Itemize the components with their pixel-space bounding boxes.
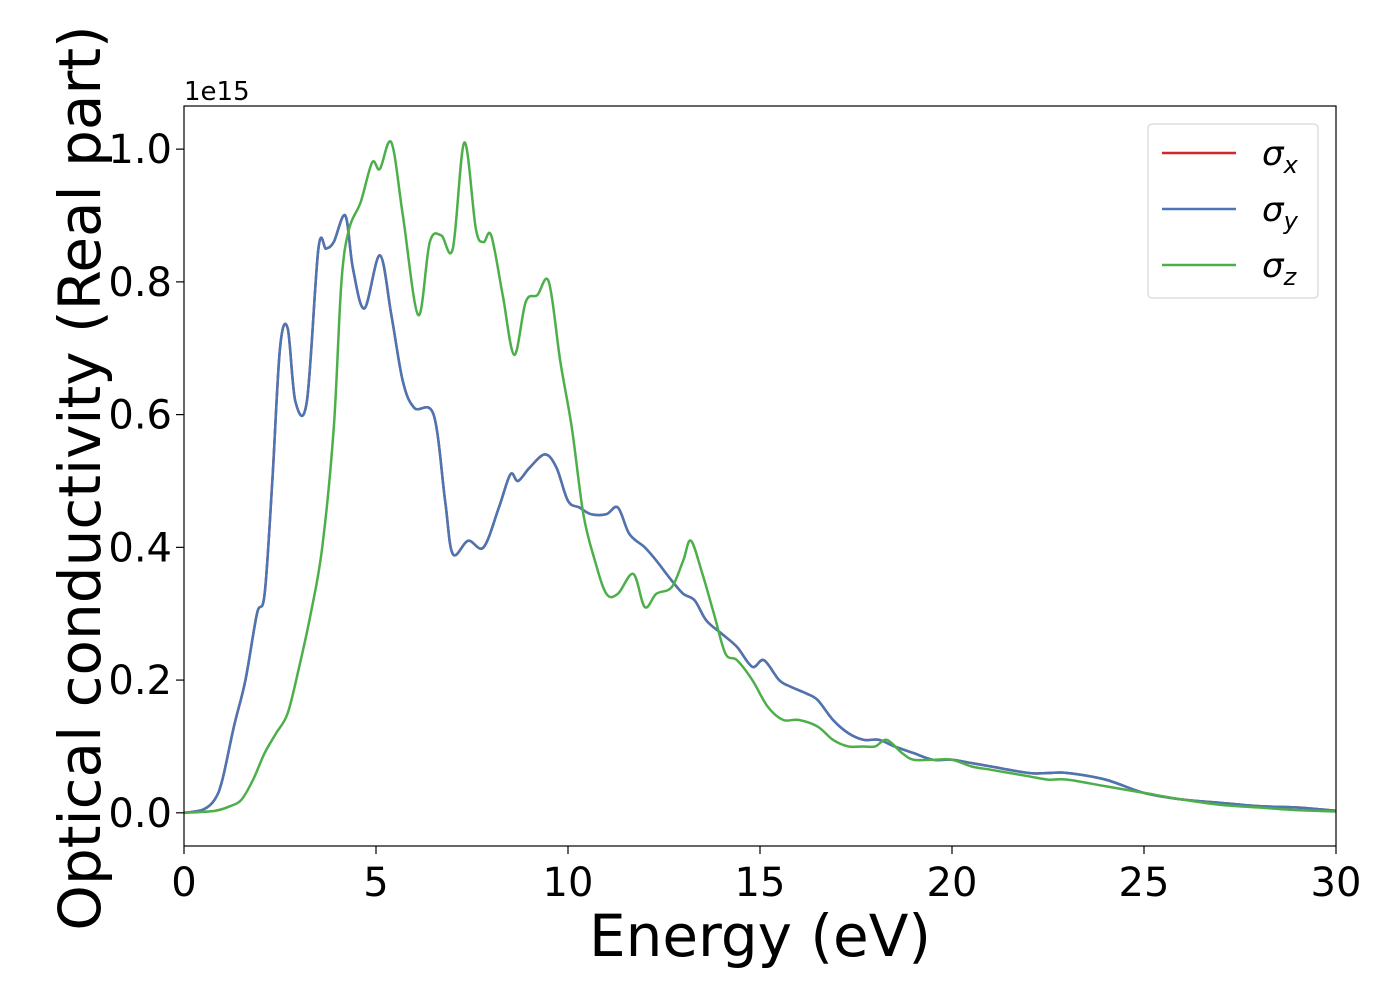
legend-label-z: σz [1262,246,1298,291]
x-tick-label: 20 [927,860,978,906]
x-tick-label: 5 [363,860,388,906]
x-tick-label: 10 [543,860,594,906]
legend: σx σy σz [1147,123,1319,299]
legend-label-y: σy [1262,190,1299,235]
series-line-x [184,213,1336,815]
y-axis-offset-label: 1e15 [184,77,250,107]
x-tick-label: 15 [735,860,786,906]
legend-box [1147,123,1319,299]
y-tick-label: 0.6 [108,393,172,439]
x-axis-ticks: 0 5 10 15 20 25 30 [171,846,1361,906]
series-line-y [184,213,1336,815]
y-tick-label: 0.2 [108,658,172,704]
y-axis-ticks: 0.0 0.2 0.4 0.6 0.8 1.0 [108,127,184,837]
y-tick-label: 0.8 [108,260,172,306]
axes: 0 5 10 15 20 25 30 0.0 0.2 0.4 0.6 0.8 1.0 1e15 Ene… [46,25,1361,970]
series-line-z [184,140,1336,815]
x-axis-label: Energy (eV) [589,902,931,970]
y-axis-label: Optical conductivity (Real part) [46,25,114,930]
legend-label-x: σx [1262,134,1299,179]
x-tick-label: 30 [1311,860,1362,906]
y-tick-label: 0.4 [108,525,172,571]
y-tick-label: 1.0 [108,127,172,173]
y-tick-label: 0.0 [108,791,172,837]
x-tick-label: 0 [171,860,196,906]
x-tick-label: 25 [1119,860,1170,906]
plot-area [184,140,1336,815]
